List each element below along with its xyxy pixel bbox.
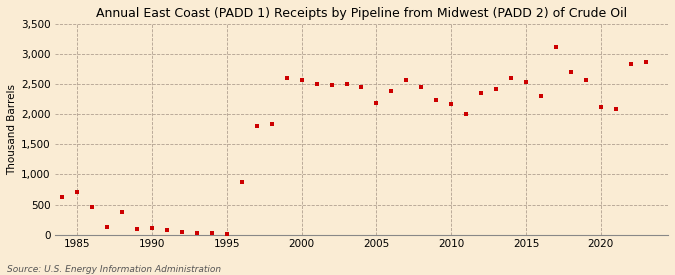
Point xyxy=(87,205,98,209)
Point xyxy=(640,60,651,65)
Point xyxy=(341,82,352,86)
Point xyxy=(625,62,636,67)
Point xyxy=(162,228,173,232)
Text: Source: U.S. Energy Information Administration: Source: U.S. Energy Information Administ… xyxy=(7,265,221,274)
Point xyxy=(311,82,322,86)
Point xyxy=(446,102,456,106)
Point xyxy=(221,232,232,236)
Point xyxy=(326,83,337,87)
Point xyxy=(72,190,83,195)
Point xyxy=(177,229,188,234)
Point xyxy=(535,93,546,98)
Point xyxy=(117,210,128,214)
Point xyxy=(371,101,382,105)
Point xyxy=(102,225,113,230)
Point xyxy=(386,89,397,94)
Point xyxy=(267,122,277,126)
Point xyxy=(296,78,307,83)
Point xyxy=(506,76,516,80)
Point xyxy=(281,76,292,80)
Point xyxy=(476,91,487,95)
Point xyxy=(566,70,576,74)
Point xyxy=(356,84,367,89)
Point xyxy=(520,79,531,84)
Y-axis label: Thousand Barrels: Thousand Barrels xyxy=(7,84,17,175)
Point xyxy=(416,85,427,89)
Point xyxy=(595,105,606,109)
Point xyxy=(146,226,157,230)
Title: Annual East Coast (PADD 1) Receipts by Pipeline from Midwest (PADD 2) of Crude O: Annual East Coast (PADD 1) Receipts by P… xyxy=(96,7,627,20)
Point xyxy=(610,107,621,112)
Point xyxy=(132,227,142,232)
Point xyxy=(461,111,472,116)
Point xyxy=(580,78,591,82)
Point xyxy=(192,231,202,235)
Point xyxy=(401,78,412,83)
Point xyxy=(491,87,502,91)
Point xyxy=(551,45,562,49)
Point xyxy=(207,231,217,236)
Point xyxy=(431,98,441,102)
Point xyxy=(236,180,247,185)
Point xyxy=(251,124,262,128)
Point xyxy=(57,195,68,199)
